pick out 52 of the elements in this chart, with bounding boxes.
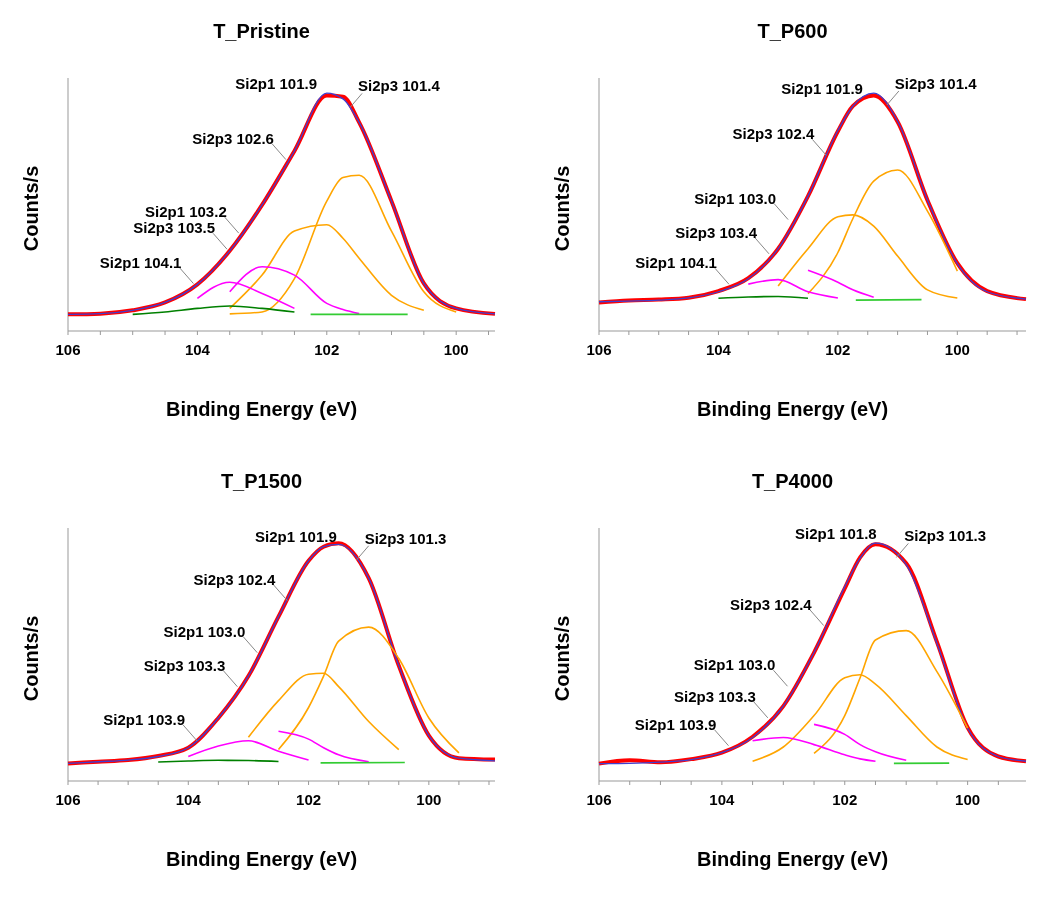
x-tick-label: 104 bbox=[175, 791, 202, 808]
y-axis-title: Counts/s bbox=[551, 615, 573, 702]
x-axis-title: Binding Energy (eV) bbox=[165, 398, 358, 420]
annotation: Si2p3 103.3 bbox=[674, 687, 756, 705]
x-tick-label: 106 bbox=[586, 791, 612, 808]
x-tick-label: 104 bbox=[709, 791, 736, 808]
y-axis-title: Counts/s bbox=[20, 615, 42, 702]
annotation: Si2p3 102.4 bbox=[193, 570, 276, 588]
x-tick-label: 104 bbox=[184, 341, 211, 358]
annotation: Si2p1 103.0 bbox=[694, 189, 777, 207]
annotation: Si2p3 103.3 bbox=[143, 656, 226, 674]
annotation: Si2p3 101.3 bbox=[904, 527, 987, 545]
annotation: Si2p3 103.4 bbox=[675, 223, 758, 241]
annotation: Si2p1 103.0 bbox=[693, 656, 776, 674]
x-tick-label: 102 bbox=[832, 791, 858, 808]
x-axis-title: Binding Energy (eV) bbox=[165, 848, 358, 870]
x-tick-label: 100 bbox=[955, 791, 981, 808]
annotation: Si2p1 103.2 bbox=[145, 203, 227, 221]
annotation: Si2p1 101.9 bbox=[781, 79, 863, 97]
x-tick-label: 106 bbox=[586, 341, 612, 358]
annotation: Si2p3 102.4 bbox=[729, 595, 813, 613]
annotation: Si2p1 101.9 bbox=[255, 527, 337, 545]
annotation: Si2p3 101.3 bbox=[364, 529, 447, 547]
x-tick-label: 100 bbox=[944, 341, 970, 358]
x-tick-label: 106 bbox=[55, 791, 81, 808]
annotation: Si2p3 101.4 bbox=[358, 77, 441, 95]
annotation: Si2p1 103.0 bbox=[163, 622, 246, 640]
annotation: Si2p1 101.9 bbox=[235, 75, 318, 93]
x-tick-label: 100 bbox=[416, 791, 442, 808]
x-tick-label: 100 bbox=[443, 341, 469, 358]
annotation: Si2p1 104.1 bbox=[99, 253, 182, 271]
x-tick-label: 102 bbox=[314, 341, 340, 358]
annotation: Si2p3 102.4 bbox=[732, 125, 815, 143]
annotation: Si2p1 103.9 bbox=[634, 715, 717, 733]
annotation: Si2p1 101.8 bbox=[794, 525, 877, 543]
y-axis-title: Counts/s bbox=[551, 165, 573, 252]
annotation: Si2p3 103.5 bbox=[133, 219, 216, 237]
y-axis-title: Counts/s bbox=[20, 165, 42, 252]
x-tick-label: 102 bbox=[825, 341, 851, 358]
annotation: Si2p3 102.6 bbox=[192, 129, 274, 147]
annotation: Si2p1 104.1 bbox=[635, 254, 717, 272]
chart-title: T_Pristine bbox=[213, 20, 310, 42]
x-tick-label: 104 bbox=[705, 341, 732, 358]
x-axis-title: Binding Energy (eV) bbox=[696, 848, 889, 870]
chart-title: T_P4000 bbox=[751, 470, 834, 492]
chart-title: T_P1500 bbox=[220, 470, 303, 492]
x-axis-title: Binding Energy (eV) bbox=[696, 398, 889, 420]
x-tick-label: 106 bbox=[55, 341, 81, 358]
annotation: Si2p3 101.4 bbox=[894, 75, 978, 93]
x-tick-label: 102 bbox=[296, 791, 322, 808]
chart-title: T_P600 bbox=[757, 20, 828, 42]
annotation: Si2p1 103.9 bbox=[103, 710, 186, 728]
